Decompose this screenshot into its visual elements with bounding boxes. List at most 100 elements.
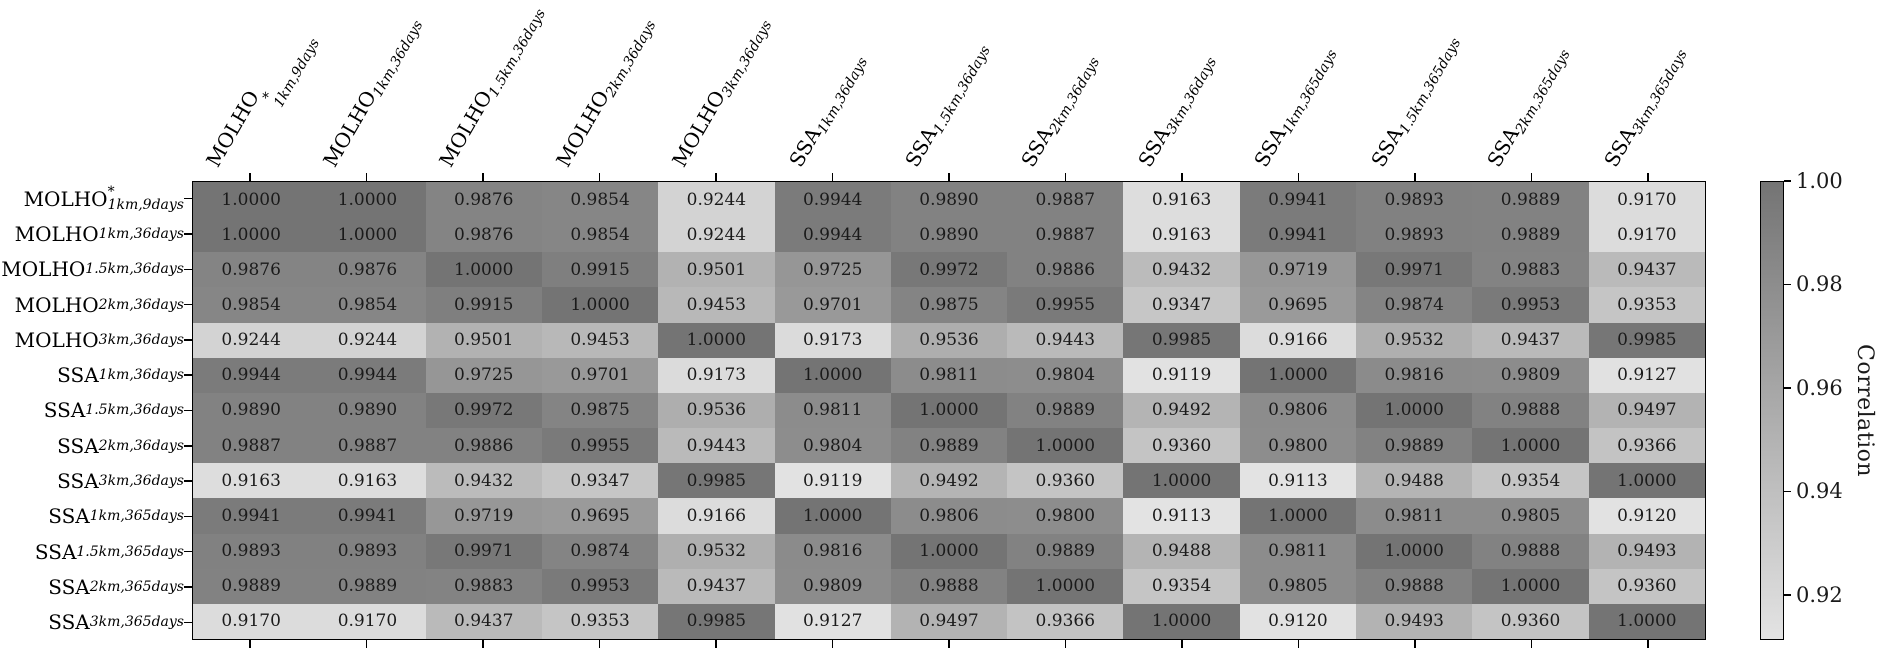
heatmap-cell: 0.9887 xyxy=(309,428,426,464)
heatmap-cell: 0.9890 xyxy=(890,182,1008,218)
label-base: SSA xyxy=(48,575,90,600)
label-base: MOLHO xyxy=(1,257,86,282)
heatmap-cell: 0.9889 xyxy=(1007,533,1124,569)
heatmap-cell: 0.9874 xyxy=(541,533,659,569)
heatmap-cell: 0.9985 xyxy=(1588,322,1705,358)
heatmap-cell: 0.9953 xyxy=(541,568,659,604)
x-axis-tick-top xyxy=(249,173,251,181)
x-axis-tick-top xyxy=(1181,173,1183,181)
x-axis-tick-bottom xyxy=(598,640,601,648)
heatmap-cell: 0.9532 xyxy=(658,533,775,569)
label-sub: 2km,365days xyxy=(1512,47,1574,137)
heatmap-cell: 0.9437 xyxy=(658,568,775,604)
label-sub: 1km,36days xyxy=(98,225,184,242)
heatmap-cell: 0.9806 xyxy=(890,498,1008,534)
heatmap-cell: 0.9166 xyxy=(658,498,775,534)
y-axis-tick xyxy=(184,480,192,482)
heatmap-cell: 0.9811 xyxy=(1239,533,1357,569)
heatmap-cell: 0.9953 xyxy=(1472,287,1589,323)
heatmap-cell: 0.9886 xyxy=(1007,252,1124,288)
heatmap-cell: 0.9811 xyxy=(1356,498,1473,534)
x-axis-tick-top xyxy=(948,173,950,181)
heatmap-cell: 0.9166 xyxy=(1239,322,1357,358)
heatmap-cell: 0.9127 xyxy=(774,603,891,639)
heatmap-cell: 0.9493 xyxy=(1356,603,1473,639)
y-axis-tick xyxy=(184,303,192,306)
label-base: SSA xyxy=(57,363,99,388)
label-base: SSA xyxy=(57,469,99,494)
heatmap-cell: 0.9800 xyxy=(1239,428,1357,464)
label-base: MOLHO xyxy=(14,327,99,352)
heatmap-cell: 1.0000 xyxy=(193,217,310,253)
heatmap-cell: 0.9890 xyxy=(890,217,1008,253)
label-sub: 2km,36days xyxy=(1047,54,1104,137)
heatmap-cell: 0.9890 xyxy=(309,392,426,429)
heatmap-cell: 0.9170 xyxy=(193,603,310,639)
y-axis-tick xyxy=(184,197,192,200)
heatmap-cell: 0.9883 xyxy=(425,568,542,604)
heatmap-cell: 0.9701 xyxy=(541,357,659,393)
heatmap-cell: 0.9492 xyxy=(890,463,1008,499)
heatmap-cell: 0.9805 xyxy=(1239,568,1357,604)
heatmap-cell: 0.9889 xyxy=(1007,392,1124,429)
label-sub: 1.5km,365days xyxy=(1396,35,1465,137)
row-label: SSA 1.5km,36days xyxy=(0,393,184,428)
heatmap-cell: 0.9876 xyxy=(193,252,310,288)
label-sub: 2km,36days xyxy=(98,296,184,313)
colorbar-tick xyxy=(1784,594,1791,596)
label-base: SSA xyxy=(48,610,90,635)
label-sub: 3km,365days xyxy=(1629,47,1691,137)
heatmap-cell: 0.9170 xyxy=(1588,217,1705,253)
heatmap-cell: 0.9893 xyxy=(193,533,310,569)
col-label: SSA1km,365days xyxy=(1250,41,1342,171)
heatmap-cell: 1.0000 xyxy=(774,498,891,534)
heatmap-cell: 0.9809 xyxy=(774,568,891,604)
x-axis-tick-top xyxy=(1647,173,1649,181)
heatmap-cell: 0.9854 xyxy=(309,287,426,323)
x-axis-tick-bottom xyxy=(1181,640,1183,648)
heatmap-cell: 0.9944 xyxy=(774,217,891,253)
y-axis-tick xyxy=(184,268,192,271)
y-axis-tick xyxy=(184,515,192,518)
row-label: MOLHO 2km,36days xyxy=(0,287,184,322)
heatmap-cell: 0.9488 xyxy=(1356,463,1473,499)
colorbar-tick-label: 1.00 xyxy=(1796,169,1843,193)
heatmap-cell: 0.9163 xyxy=(1123,217,1240,253)
heatmap-cell: 0.9875 xyxy=(890,287,1008,323)
y-axis-tick xyxy=(184,339,192,341)
x-axis-tick-top xyxy=(1414,173,1416,181)
label-sub: 1km,365days xyxy=(1280,47,1342,137)
heatmap-cell: 0.9497 xyxy=(890,603,1008,639)
heatmap-cell: 0.9173 xyxy=(774,322,891,358)
label-base: SSA xyxy=(48,504,90,529)
label-sub: 3km,365days xyxy=(89,614,184,631)
heatmap-cell: 0.9437 xyxy=(1588,252,1705,288)
x-axis-tick-bottom xyxy=(1414,640,1416,648)
colorbar-gradient xyxy=(1760,181,1784,640)
colorbar-tick-label: 0.96 xyxy=(1796,375,1843,400)
heatmap-cell: 0.9941 xyxy=(309,498,426,534)
heatmap-cell: 1.0000 xyxy=(1356,392,1473,429)
heatmap-cell: 1.0000 xyxy=(1588,603,1705,639)
heatmap-cell: 0.9163 xyxy=(309,463,426,499)
y-axis-tick xyxy=(184,586,192,588)
heatmap-cell: 0.9876 xyxy=(425,182,542,218)
heatmap-cell: 0.9804 xyxy=(1007,357,1124,393)
label-base: MOLHO xyxy=(317,86,381,171)
heatmap-cell: 0.9971 xyxy=(425,533,542,569)
heatmap-cell: 0.9432 xyxy=(1123,252,1240,288)
label-sub: 1.5km,365days xyxy=(76,543,184,560)
heatmap-cell: 0.9353 xyxy=(541,603,659,639)
heatmap-cell: 0.9806 xyxy=(1239,392,1357,429)
heatmap-cell: 0.9888 xyxy=(890,568,1008,604)
heatmap-cell: 1.0000 xyxy=(890,392,1008,429)
heatmap-cell: 0.9944 xyxy=(774,182,891,218)
heatmap-cell: 0.9695 xyxy=(541,498,659,534)
heatmap-cell: 1.0000 xyxy=(1588,463,1705,499)
heatmap-cell: 0.9170 xyxy=(309,603,426,639)
heatmap-cell: 0.9127 xyxy=(1588,357,1705,393)
heatmap-cell: 0.9971 xyxy=(1356,252,1473,288)
heatmap-cell: 0.9854 xyxy=(541,217,659,253)
label-sub: 1.5km,36days xyxy=(486,6,550,100)
